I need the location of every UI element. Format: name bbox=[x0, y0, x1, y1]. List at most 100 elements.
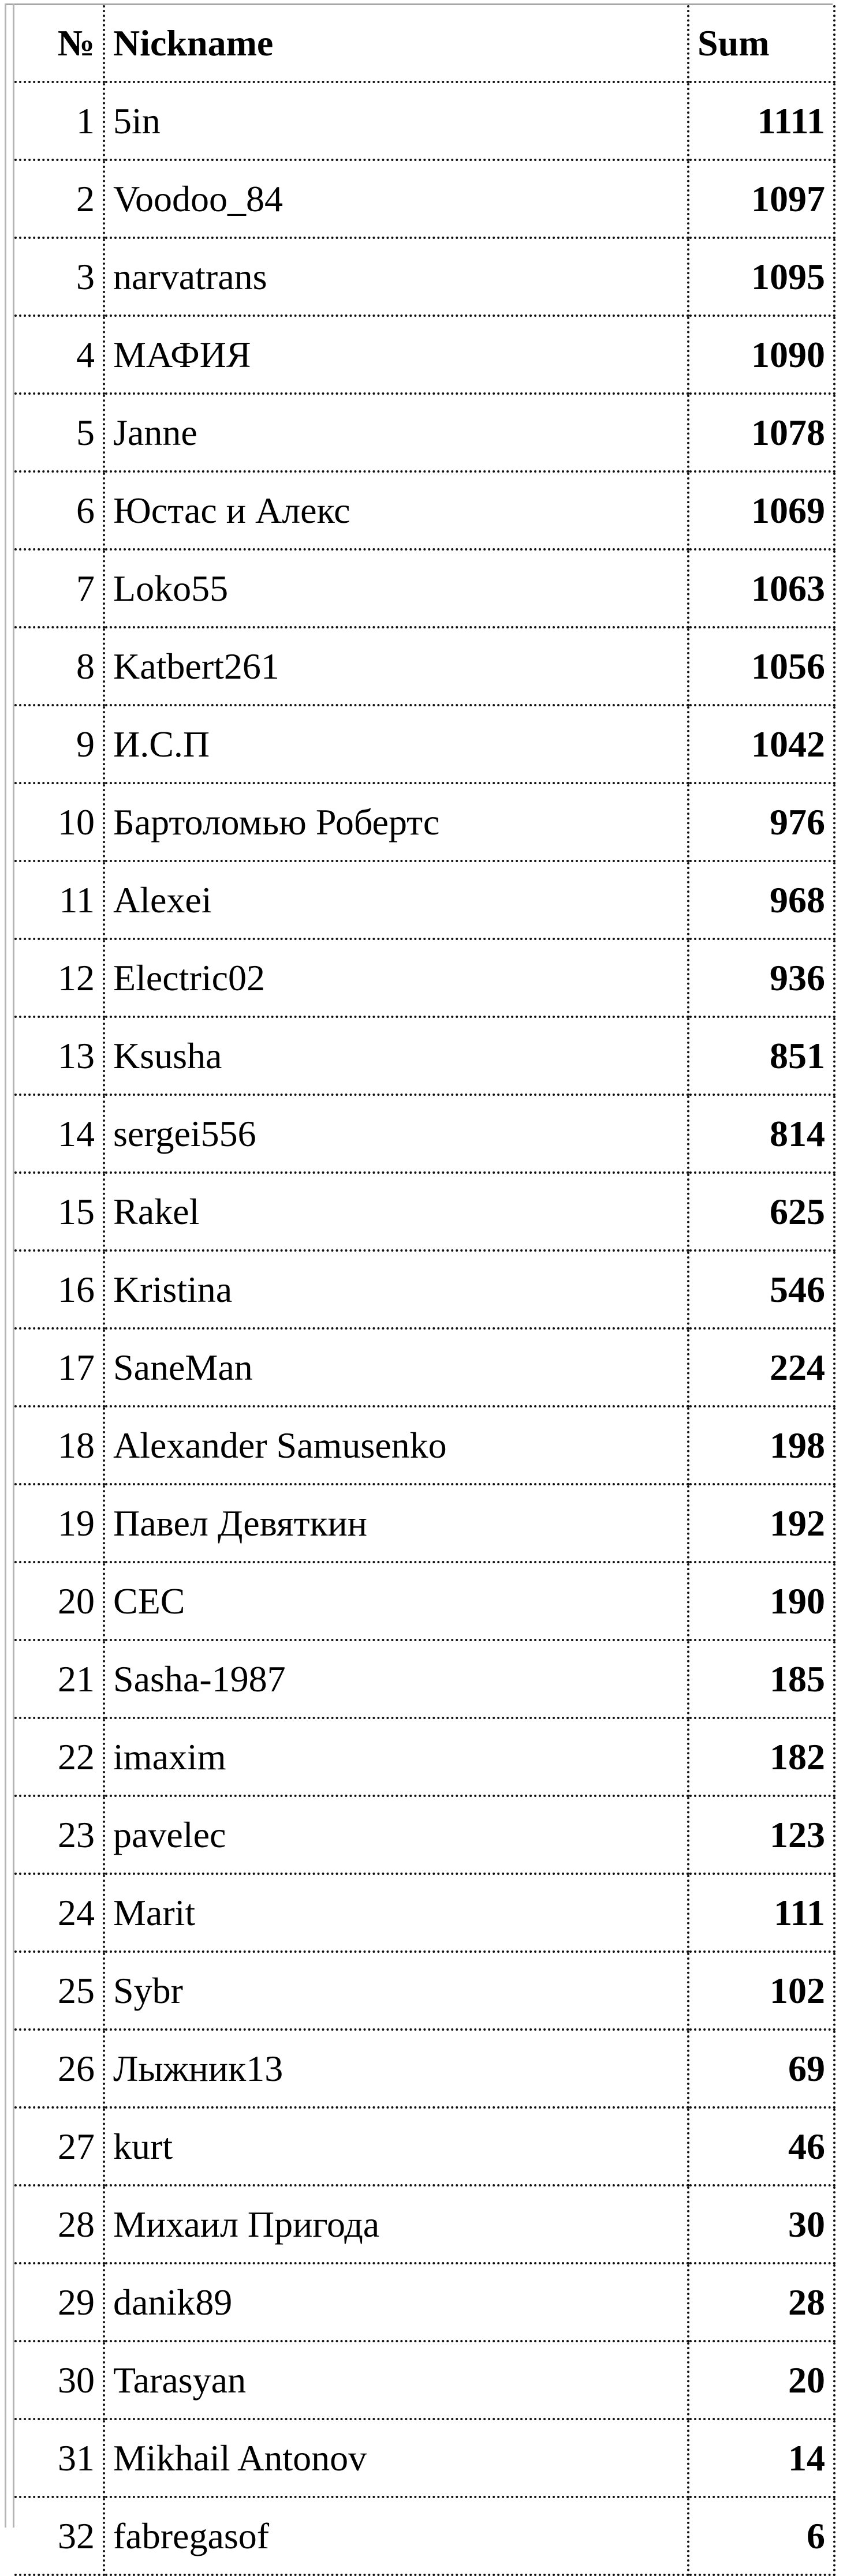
cell-nickname[interactable]: narvatrans bbox=[104, 238, 689, 317]
cell-number[interactable]: 9 bbox=[14, 705, 105, 784]
cell-number[interactable]: 12 bbox=[14, 939, 105, 1018]
cell-sum[interactable]: 20 bbox=[688, 2341, 835, 2420]
cell-sum[interactable]: 814 bbox=[688, 1095, 835, 1174]
cell-number[interactable]: 7 bbox=[14, 549, 105, 628]
cell-sum[interactable]: 6 bbox=[688, 2497, 835, 2576]
cell-sum[interactable]: 46 bbox=[688, 2107, 835, 2186]
table-row[interactable]: 22 imaxim 182 bbox=[14, 1718, 835, 1797]
cell-number[interactable]: 21 bbox=[14, 1640, 105, 1719]
cell-number[interactable]: 18 bbox=[14, 1406, 105, 1485]
cell-sum[interactable]: 102 bbox=[688, 1952, 835, 2031]
column-header-sum[interactable]: Sum bbox=[688, 5, 835, 83]
cell-sum[interactable]: 14 bbox=[688, 2419, 835, 2498]
cell-nickname[interactable]: pavelec bbox=[104, 1796, 689, 1875]
table-row[interactable]: 5 Janne 1078 bbox=[14, 394, 835, 473]
column-header-number[interactable]: № bbox=[14, 5, 105, 83]
table-row[interactable]: 3 narvatrans 1095 bbox=[14, 238, 835, 317]
cell-number[interactable]: 6 bbox=[14, 471, 105, 551]
cell-nickname[interactable]: Бартоломью Робертс bbox=[104, 783, 689, 862]
cell-sum[interactable]: 625 bbox=[688, 1173, 835, 1252]
cell-nickname[interactable]: Loko55 bbox=[104, 549, 689, 628]
cell-number[interactable]: 1 bbox=[14, 82, 105, 161]
cell-sum[interactable]: 1095 bbox=[688, 238, 835, 317]
cell-sum[interactable]: 968 bbox=[688, 861, 835, 940]
table-row[interactable]: 29 danik89 28 bbox=[14, 2263, 835, 2342]
cell-number[interactable]: 13 bbox=[14, 1017, 105, 1096]
cell-sum[interactable]: 1063 bbox=[688, 549, 835, 628]
cell-nickname[interactable]: 5in bbox=[104, 82, 689, 161]
table-row[interactable]: 21 Sasha-1987 185 bbox=[14, 1640, 835, 1719]
cell-nickname[interactable]: Tarasyan bbox=[104, 2341, 689, 2420]
cell-number[interactable]: 15 bbox=[14, 1173, 105, 1252]
cell-sum[interactable]: 1042 bbox=[688, 705, 835, 784]
table-row[interactable]: 14 sergei556 814 bbox=[14, 1095, 835, 1174]
cell-sum[interactable]: 1097 bbox=[688, 160, 835, 239]
cell-sum[interactable]: 851 bbox=[688, 1017, 835, 1096]
cell-sum[interactable]: 1056 bbox=[688, 627, 835, 706]
cell-number[interactable]: 19 bbox=[14, 1484, 105, 1563]
cell-sum[interactable]: 1090 bbox=[688, 316, 835, 395]
cell-number[interactable]: 22 bbox=[14, 1718, 105, 1797]
cell-nickname[interactable]: Юстас и Алекс bbox=[104, 471, 689, 551]
cell-nickname[interactable]: kurt bbox=[104, 2107, 689, 2186]
cell-sum[interactable]: 182 bbox=[688, 1718, 835, 1797]
cell-sum[interactable]: 123 bbox=[688, 1796, 835, 1875]
cell-number[interactable]: 4 bbox=[14, 316, 105, 395]
table-row[interactable]: 32 fabregasof 6 bbox=[14, 2497, 835, 2576]
table-row[interactable]: 27 kurt 46 bbox=[14, 2107, 835, 2186]
cell-nickname[interactable]: Alexei bbox=[104, 861, 689, 940]
cell-nickname[interactable]: imaxim bbox=[104, 1718, 689, 1797]
cell-number[interactable]: 28 bbox=[14, 2185, 105, 2264]
cell-sum[interactable]: 192 bbox=[688, 1484, 835, 1563]
cell-number[interactable]: 20 bbox=[14, 1562, 105, 1641]
cell-number[interactable]: 10 bbox=[14, 783, 105, 862]
table-row[interactable]: 30 Tarasyan 20 bbox=[14, 2341, 835, 2420]
cell-number[interactable]: 14 bbox=[14, 1095, 105, 1174]
table-row[interactable]: 6 Юстас и Алекс 1069 bbox=[14, 471, 835, 551]
cell-nickname[interactable]: Marit bbox=[104, 1874, 689, 1953]
cell-nickname[interactable]: sergei556 bbox=[104, 1095, 689, 1174]
cell-number[interactable]: 16 bbox=[14, 1250, 105, 1330]
cell-sum[interactable]: 1111 bbox=[688, 82, 835, 161]
cell-sum[interactable]: 28 bbox=[688, 2263, 835, 2342]
cell-sum[interactable]: 936 bbox=[688, 939, 835, 1018]
cell-sum[interactable]: 69 bbox=[688, 2030, 835, 2109]
cell-number[interactable]: 23 bbox=[14, 1796, 105, 1875]
table-row[interactable]: 19 Павел Девяткин 192 bbox=[14, 1484, 835, 1563]
cell-nickname[interactable]: МАФИЯ bbox=[104, 316, 689, 395]
cell-number[interactable]: 2 bbox=[14, 160, 105, 239]
cell-nickname[interactable]: Kristina bbox=[104, 1250, 689, 1330]
cell-sum[interactable]: 190 bbox=[688, 1562, 835, 1641]
cell-number[interactable]: 24 bbox=[14, 1874, 105, 1953]
column-header-nickname[interactable]: Nickname bbox=[104, 5, 689, 83]
table-row[interactable]: 4 МАФИЯ 1090 bbox=[14, 316, 835, 395]
cell-nickname[interactable]: danik89 bbox=[104, 2263, 689, 2342]
cell-nickname[interactable]: Electric02 bbox=[104, 939, 689, 1018]
cell-nickname[interactable]: CEC bbox=[104, 1562, 689, 1641]
cell-nickname[interactable]: Mikhail Antonov bbox=[104, 2419, 689, 2498]
cell-nickname[interactable]: И.С.П bbox=[104, 705, 689, 784]
cell-number[interactable]: 5 bbox=[14, 394, 105, 473]
cell-sum[interactable]: 1069 bbox=[688, 471, 835, 551]
table-row[interactable]: 24 Marit 111 bbox=[14, 1874, 835, 1953]
table-row[interactable]: 13 Ksusha 851 bbox=[14, 1017, 835, 1096]
cell-nickname[interactable]: SaneMan bbox=[104, 1328, 689, 1407]
cell-nickname[interactable]: Павел Девяткин bbox=[104, 1484, 689, 1563]
cell-number[interactable]: 17 bbox=[14, 1328, 105, 1407]
cell-number[interactable]: 27 bbox=[14, 2107, 105, 2186]
cell-number[interactable]: 30 bbox=[14, 2341, 105, 2420]
cell-nickname[interactable]: Sybr bbox=[104, 1952, 689, 2031]
cell-number[interactable]: 25 bbox=[14, 1952, 105, 2031]
table-row[interactable]: 1 5in 1111 bbox=[14, 82, 835, 161]
cell-sum[interactable]: 224 bbox=[688, 1328, 835, 1407]
cell-number[interactable]: 3 bbox=[14, 238, 105, 317]
cell-nickname[interactable]: Voodoo_84 bbox=[104, 160, 689, 239]
table-row[interactable]: 20 CEC 190 bbox=[14, 1562, 835, 1641]
table-row[interactable]: 26 Лыжник13 69 bbox=[14, 2030, 835, 2109]
table-row[interactable]: 2 Voodoo_84 1097 bbox=[14, 160, 835, 239]
cell-nickname[interactable]: Ksusha bbox=[104, 1017, 689, 1096]
table-row[interactable]: 11 Alexei 968 bbox=[14, 861, 835, 940]
cell-number[interactable]: 29 bbox=[14, 2263, 105, 2342]
cell-number[interactable]: 8 bbox=[14, 627, 105, 706]
table-row[interactable]: 7 Loko55 1063 bbox=[14, 549, 835, 628]
